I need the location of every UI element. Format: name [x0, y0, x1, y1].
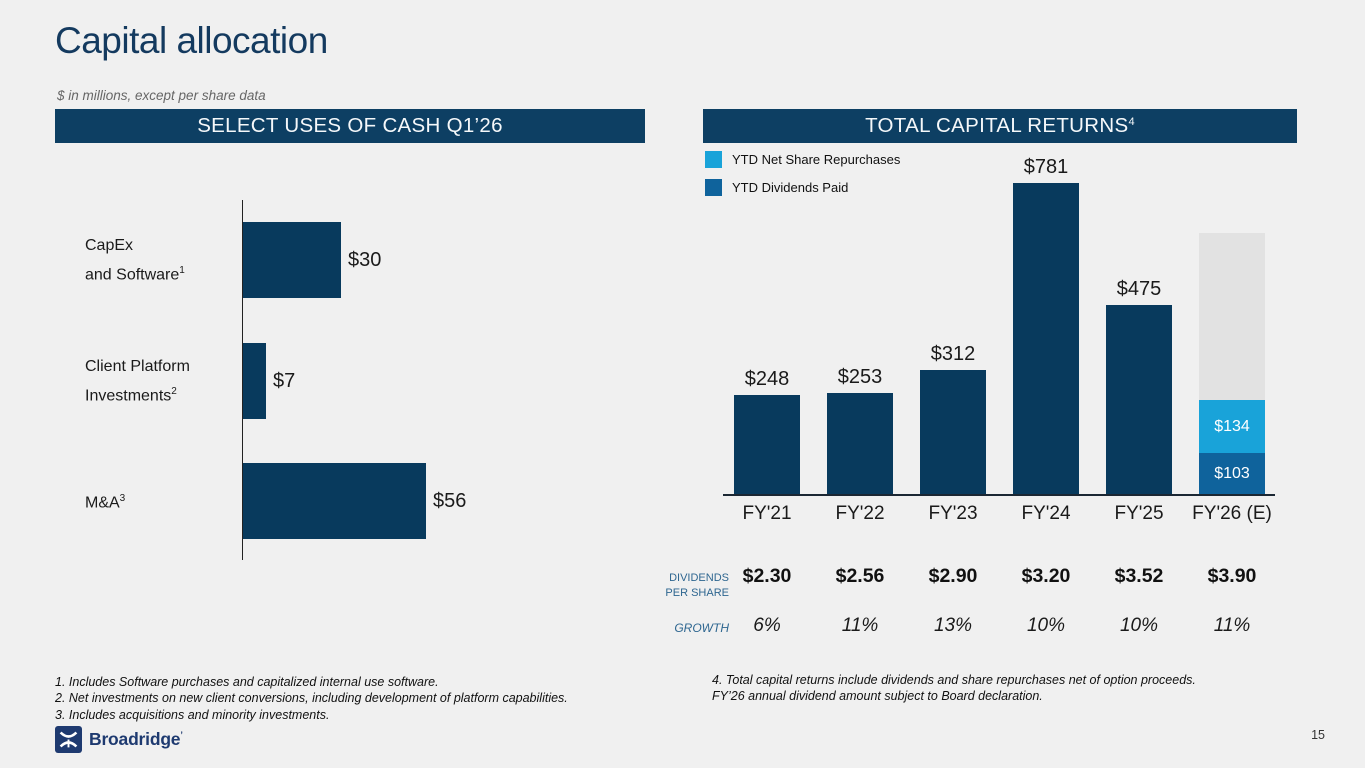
dividends-per-share-value: $2.56: [835, 565, 885, 587]
bar: [1013, 183, 1079, 494]
category-label-line: and Software1: [85, 264, 185, 284]
bar-value-label: $312: [930, 343, 976, 365]
dividends-per-share-value: $3.90: [1207, 565, 1257, 587]
category-label-line: Client Platform: [85, 357, 190, 375]
right-chart-header-label: TOTAL CAPITAL RETURNS: [865, 114, 1129, 137]
page-number: 15: [1311, 728, 1325, 742]
category-label-line: M&A3: [85, 493, 126, 512]
bar: [827, 393, 893, 494]
bar-value-label: $56: [433, 490, 467, 512]
footnote-line: 1. Includes Software purchases and capit…: [55, 675, 439, 689]
left-chart-header: SELECT USES OF CASH Q1’26: [55, 109, 645, 143]
segment-value-label: $134: [1214, 417, 1250, 435]
bar: [1106, 305, 1172, 494]
footnote-line: 3. Includes acquisitions and minority in…: [55, 707, 330, 722]
uses-of-cash-chart: CapEx and Software1 $30 Client Platform Inve…: [55, 195, 645, 565]
bar-value-label: $475: [1116, 278, 1162, 300]
growth-value: 10%: [1119, 615, 1159, 636]
broadridge-logo-wordmark: Broadridge: [89, 729, 183, 750]
bar-value-label: $781: [1023, 156, 1069, 178]
dividends-table: DIVIDENDS PER SHARE $2.30 $2.56 $2.90 $3.20 $3…: [645, 565, 1305, 660]
right-chart-axis-line: [723, 494, 1275, 496]
footnote-ref: 2: [171, 385, 177, 397]
bar: [243, 463, 426, 539]
stacked-bar-segment: [1199, 400, 1265, 453]
bar-value-label: $248: [744, 368, 790, 390]
left-footnotes: 1. Includes Software purchases and capit…: [55, 674, 655, 723]
units-note: $ in millions, except per share data: [57, 88, 266, 103]
bar-value-label: $7: [273, 370, 296, 392]
dividends-per-share-row-label: DIVIDENDS PER SHARE: [645, 571, 729, 601]
category-label: Client Platform Investments2: [85, 343, 240, 419]
broadridge-logo: Broadridge: [55, 726, 183, 753]
left-chart-header-label: SELECT USES OF CASH Q1’26: [197, 114, 503, 137]
right-footnotes: 4. Total capital returns include dividen…: [712, 672, 1312, 705]
x-axis-label: FY'23: [928, 503, 978, 524]
legend-item-repurchases: YTD Net Share Repurchases: [705, 151, 900, 168]
bar-value-label: $253: [837, 366, 883, 388]
right-chart-header-footnote-ref: 4: [1128, 116, 1135, 128]
chart-legend: YTD Net Share Repurchases YTD Dividends …: [705, 151, 900, 207]
stacked-bar-segment: [1199, 453, 1265, 494]
dividends-per-share-value: $2.30: [742, 565, 792, 587]
category-label: CapEx and Software1: [85, 222, 240, 298]
footnote-ref: 1: [179, 264, 185, 276]
legend-label: YTD Net Share Repurchases: [732, 152, 901, 167]
growth-value: 6%: [753, 615, 781, 636]
repurchases-swatch-icon: [705, 151, 722, 168]
capital-returns-chart: YTD Net Share Repurchases YTD Dividends …: [703, 145, 1297, 545]
legend-label: YTD Dividends Paid: [732, 180, 849, 195]
row-label-line: PER SHARE: [665, 586, 729, 599]
bar-value-label: $30: [348, 249, 382, 271]
footnote-line: 4. Total capital returns include dividen…: [712, 673, 1196, 687]
x-axis-label: FY'25: [1114, 503, 1164, 524]
x-axis-label: FY'24: [1021, 503, 1071, 524]
dividends-per-share-value: $2.90: [928, 565, 978, 587]
category-label: M&A3: [85, 463, 240, 539]
growth-value: 11%: [1213, 615, 1251, 636]
broadridge-logo-icon: [55, 726, 82, 753]
footnote-line: 2. Net investments on new client convers…: [55, 691, 568, 706]
row-label-line: DIVIDENDS: [669, 572, 729, 584]
dividends-per-share-value: $3.20: [1021, 565, 1071, 587]
category-label-line: Investments2: [85, 385, 177, 405]
right-chart-header: TOTAL CAPITAL RETURNS 4: [703, 109, 1297, 143]
x-axis-label: FY'21: [742, 503, 792, 524]
growth-row-label: GROWTH: [645, 620, 729, 636]
growth-value: 11%: [841, 615, 879, 636]
stacked-bar-segment: [1199, 233, 1265, 400]
page-title: Capital allocation: [55, 20, 328, 61]
bar: [920, 370, 986, 494]
footnote-ref: 3: [119, 493, 126, 505]
legend-item-dividends: YTD Dividends Paid: [705, 179, 900, 196]
x-axis-label: FY'26 (E): [1192, 503, 1272, 524]
footnote-line: FY’26 annual dividend amount subject to …: [712, 689, 1043, 704]
category-label-line: CapEx: [85, 236, 134, 254]
bar: [243, 343, 266, 419]
growth-value: 10%: [1026, 615, 1066, 636]
bar: [734, 395, 800, 494]
row-label-line: GROWTH: [674, 621, 729, 635]
segment-value-label: $103: [1214, 464, 1250, 482]
dividends-swatch-icon: [705, 179, 722, 196]
growth-value: 13%: [933, 615, 973, 636]
dividends-per-share-value: $3.52: [1114, 565, 1164, 587]
left-chart-axis-line: [242, 200, 243, 560]
bar: [243, 222, 341, 298]
x-axis-label: FY'22: [835, 503, 885, 524]
